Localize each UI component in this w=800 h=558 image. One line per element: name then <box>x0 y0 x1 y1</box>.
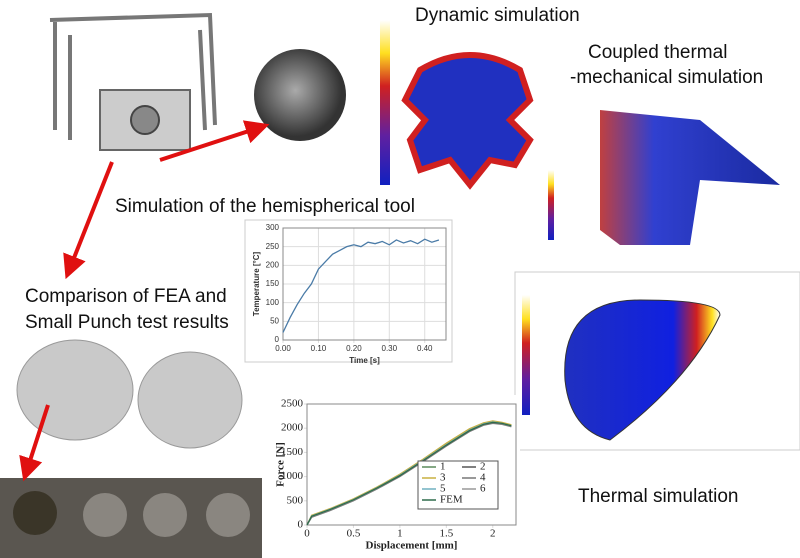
plot-frame <box>306 403 517 526</box>
y-tick-label: 50 <box>270 316 279 325</box>
x-tick-label: 2 <box>490 528 496 540</box>
x-tick-label: 0.30 <box>382 344 398 353</box>
x-tick-label: 0.20 <box>346 344 362 353</box>
machine-image <box>49 12 217 151</box>
x-tick-label: 0.00 <box>275 344 291 353</box>
label: Comparison of FEA and <box>25 286 227 307</box>
label: Thermal simulation <box>578 486 739 507</box>
x-tick-label: 1.5 <box>439 528 453 540</box>
y-tick-label: 150 <box>266 279 280 288</box>
legend-label: 2 <box>480 461 486 473</box>
y-tick-label: 2000 <box>281 422 304 434</box>
label: Dynamic simulation <box>415 5 580 26</box>
y-tick-label: 100 <box>266 298 280 307</box>
x-tick-label: 0.40 <box>417 344 433 353</box>
y-tick-label: 1500 <box>281 446 304 458</box>
y-tick-label: 500 <box>287 494 304 506</box>
specimen-images <box>0 339 262 558</box>
thermal-simulation-image <box>514 271 800 451</box>
label: Small Punch test results <box>25 312 229 333</box>
legend-label: FEM <box>440 494 463 506</box>
y-tick-label: 0 <box>298 519 304 531</box>
legend-box <box>417 460 499 510</box>
x-axis-label: Time [s] <box>349 356 380 365</box>
y-tick-label: 250 <box>266 242 280 251</box>
y-tick-label: 2500 <box>281 398 304 410</box>
coupled-simulation-image <box>548 110 780 245</box>
x-tick-label: 0.5 <box>347 528 361 540</box>
legend-label: 4 <box>480 472 486 484</box>
legend-label: 1 <box>440 461 446 473</box>
y-axis-label: Temperature [°C] <box>252 251 261 316</box>
label: Simulation of the hemispherical tool <box>115 196 415 217</box>
label: -mechanical simulation <box>570 67 763 88</box>
line-series <box>306 420 512 526</box>
line-series <box>282 238 440 333</box>
legend-label: 5 <box>440 483 446 495</box>
label: Coupled thermal <box>588 42 727 63</box>
arrows <box>19 120 270 482</box>
x-tick-label: 0.10 <box>311 344 327 353</box>
legend-label: 3 <box>440 472 446 484</box>
legend-label: 6 <box>480 483 486 495</box>
x-tick-label: 0 <box>304 528 310 540</box>
y-axis-label: Force [N] <box>275 442 287 487</box>
y-tick-label: 0 <box>275 335 280 344</box>
dynamic-simulation-image <box>380 20 534 190</box>
y-tick-label: 300 <box>266 223 280 232</box>
x-axis-label: Displacement [mm] <box>366 540 458 552</box>
y-tick-label: 200 <box>266 260 280 269</box>
tool-image <box>254 49 346 141</box>
x-tick-label: 1 <box>397 528 403 540</box>
y-tick-label: 1000 <box>281 470 304 482</box>
plot-frame <box>282 227 447 341</box>
